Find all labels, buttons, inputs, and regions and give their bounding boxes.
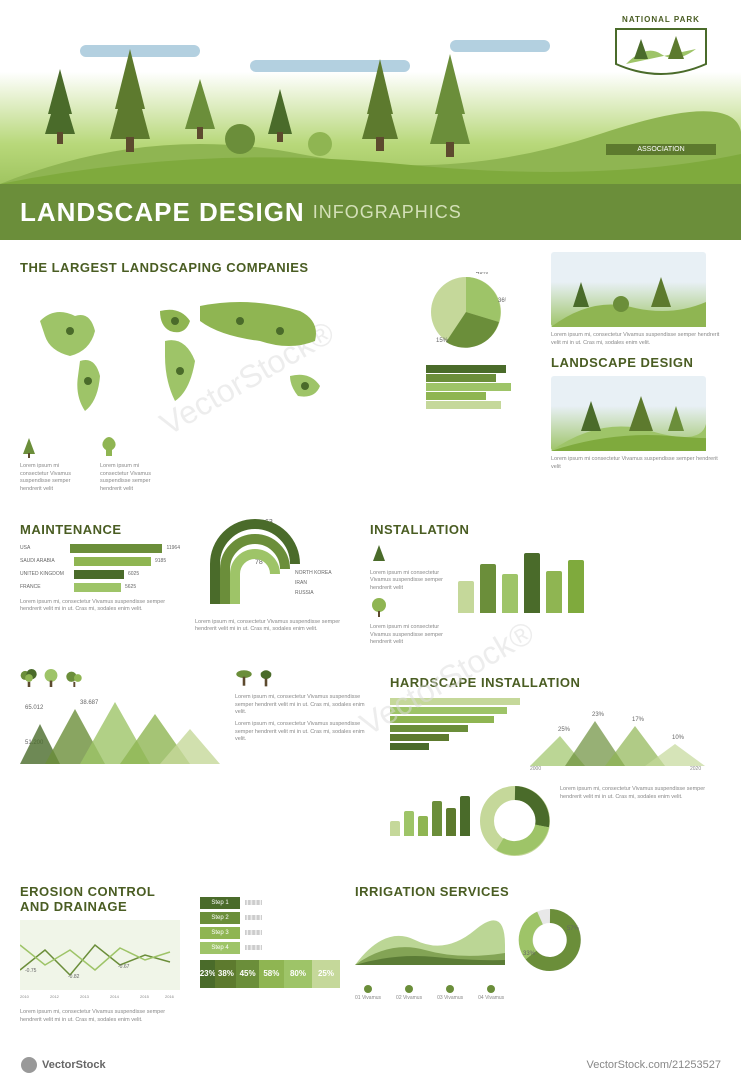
svg-text:-0.75: -0.75	[25, 968, 37, 974]
tree-icon	[100, 436, 118, 458]
installation-bars	[458, 543, 584, 613]
stacked-bars	[426, 365, 536, 409]
lorem: Lorem ipsum mi consectetur Vivamus suspe…	[20, 463, 80, 494]
tree-icons-row	[20, 667, 220, 694]
maintenance-bars: USA11964SAUDI ARABIA9185UNITED KINGDOM60…	[20, 543, 180, 593]
svg-text:25%: 25%	[558, 727, 571, 733]
svg-text:RUSSIA: RUSSIA	[295, 590, 314, 596]
subtitle: INFOGRAPHICS	[313, 202, 462, 223]
tree-icon	[370, 543, 388, 565]
svg-text:57%: 57%	[567, 926, 580, 932]
main-title: LANDSCAPE DESIGN	[20, 197, 305, 228]
svg-text:33%: 33%	[523, 951, 536, 957]
world-map	[20, 281, 350, 431]
svg-text:2010: 2010	[20, 994, 30, 999]
footer-id: VectorStock.com/21253527	[586, 1059, 721, 1071]
national-park-badge: NATIONAL PARK ASSOCIATION	[606, 15, 716, 115]
svg-text:49%: 49%	[476, 272, 489, 276]
content-area: VectorStock® VectorStock® THE LARGEST LA…	[0, 240, 741, 1046]
footer: VectorStock VectorStock.com/21253527	[0, 1050, 741, 1080]
pie-chart-1: 49% 36% 15%	[426, 272, 506, 352]
svg-text:2013: 2013	[80, 994, 90, 999]
irrigation-area	[355, 905, 505, 965]
arc-chart: 63 26 78 NORTH KOREA IRAN RUSSIA	[195, 514, 335, 614]
percentage-strip: 23%38%45%58%80%25%	[200, 960, 340, 988]
svg-text:2015: 2015	[140, 994, 150, 999]
svg-text:2000: 2000	[530, 766, 541, 771]
lorem: Lorem ipsum mi consectetur Vivamus suspe…	[370, 624, 450, 647]
badge-title: NATIONAL PARK	[606, 15, 716, 24]
lorem: Lorem ipsum mi consectetur Vivamus suspe…	[551, 456, 721, 471]
badge-ribbon: ASSOCIATION	[606, 144, 716, 155]
svg-text:36%: 36%	[498, 298, 506, 304]
lorem: Lorem ipsum mi, consectetur Vivamus susp…	[195, 619, 355, 634]
svg-text:-0.82: -0.82	[68, 974, 80, 980]
title-band: LANDSCAPE DESIGN INFOGRAPHICS	[0, 184, 741, 240]
tree-icon	[370, 597, 388, 619]
svg-text:38.687: 38.687	[80, 700, 99, 706]
svg-text:IRAN: IRAN	[295, 580, 307, 586]
svg-text:-0.67: -0.67	[118, 964, 130, 970]
donut-2	[480, 786, 550, 856]
svg-text:2020: 2020	[690, 766, 701, 771]
svg-text:NORTH KOREA: NORTH KOREA	[295, 570, 332, 576]
section-erosion: EROSION CONTROL AND DRAINAGE	[20, 884, 185, 914]
svg-text:15%: 15%	[436, 338, 449, 344]
svg-text:2016: 2016	[165, 994, 175, 999]
section-installation: INSTALLATION	[370, 522, 721, 537]
erosion-steps: Step 1|||||||||||||Step 2|||||||||||||St…	[200, 897, 340, 954]
section-companies: THE LARGEST LANDSCAPING COMPANIES	[20, 260, 411, 275]
lorem: Lorem ipsum mi consectetur Vivamus suspe…	[370, 570, 450, 593]
lorem: Lorem ipsum mi, consectetur Vivamus susp…	[560, 786, 721, 856]
landscape-thumb-2	[551, 376, 706, 451]
lorem: Lorem ipsum mi, consectetur Vivamus susp…	[551, 332, 721, 347]
section-landscape: LANDSCAPE DESIGN	[551, 355, 721, 370]
section-maintenance: MAINTENANCE	[20, 522, 180, 537]
area-chart-1: 65.012 38.687 51.200	[20, 694, 220, 764]
lorem: Lorem ipsum mi, consectetur Vivamus susp…	[235, 721, 375, 744]
lorem: Lorem ipsum mi, consectetur Vivamus susp…	[20, 599, 180, 614]
hero-banner: NATIONAL PARK ASSOCIATION LANDSCAPE DESI…	[0, 0, 741, 240]
irrigation-dots: 01 Vivamus02 Vivamus03 Vivamus04 Vivamus	[355, 985, 721, 1001]
landscape-thumb-1	[551, 252, 706, 327]
svg-text:2014: 2014	[110, 994, 120, 999]
irrigation-donut: 57% 33%	[515, 905, 585, 975]
tree-icon	[20, 436, 38, 458]
tree-icons-row	[235, 667, 375, 694]
svg-text:65.012: 65.012	[25, 705, 44, 711]
svg-text:2012: 2012	[50, 994, 60, 999]
erosion-line-chart: -0.75 -0.82 -0.67 2010 2012 2013 2014 2015…	[20, 920, 180, 1000]
lorem: Lorem ipsum mi, consectetur Vivamus susp…	[235, 694, 375, 717]
svg-text:23%: 23%	[592, 712, 605, 718]
svg-text:17%: 17%	[632, 717, 645, 723]
section-hardscape: HARDSCAPE INSTALLATION	[390, 675, 721, 690]
hardscape-area: 25% 23% 17% 10% 2000 2020	[530, 696, 710, 771]
hardscape-hbars	[390, 696, 520, 776]
svg-text:10%: 10%	[672, 735, 685, 741]
section-irrigation: IRRIGATION SERVICES	[355, 884, 721, 899]
footer-brand: VectorStock	[20, 1056, 106, 1074]
lorem: Lorem ipsum mi consectetur Vivamus suspe…	[100, 463, 160, 494]
lorem: Lorem ipsum mi, consectetur Vivamus susp…	[20, 1009, 185, 1024]
year-bars	[390, 786, 470, 836]
